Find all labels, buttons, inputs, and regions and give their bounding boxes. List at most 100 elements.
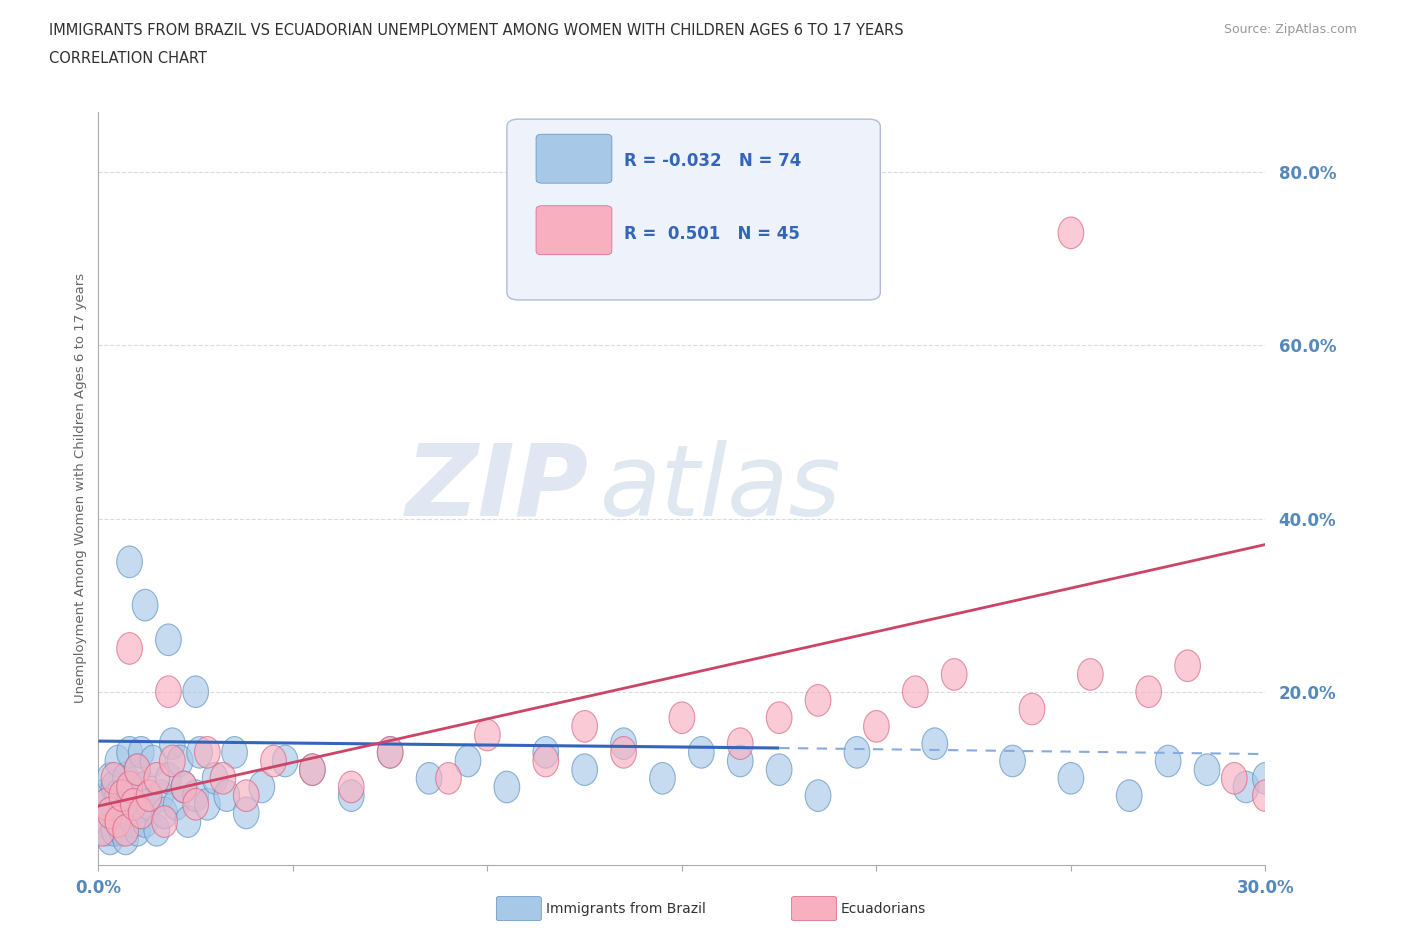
- Ellipse shape: [121, 805, 146, 837]
- Ellipse shape: [128, 797, 155, 829]
- Ellipse shape: [194, 737, 221, 768]
- Text: atlas: atlas: [600, 440, 842, 537]
- Ellipse shape: [1175, 650, 1201, 682]
- Ellipse shape: [260, 745, 287, 777]
- Ellipse shape: [101, 763, 127, 794]
- Ellipse shape: [152, 797, 177, 829]
- Ellipse shape: [339, 771, 364, 803]
- Ellipse shape: [650, 763, 675, 794]
- Ellipse shape: [806, 780, 831, 812]
- Ellipse shape: [1222, 763, 1247, 794]
- Ellipse shape: [233, 797, 259, 829]
- FancyBboxPatch shape: [536, 134, 612, 183]
- Text: Source: ZipAtlas.com: Source: ZipAtlas.com: [1223, 23, 1357, 36]
- Ellipse shape: [117, 546, 142, 578]
- Ellipse shape: [533, 737, 558, 768]
- Ellipse shape: [93, 815, 120, 846]
- Ellipse shape: [128, 797, 155, 829]
- Ellipse shape: [105, 745, 131, 777]
- Ellipse shape: [1156, 745, 1181, 777]
- Ellipse shape: [163, 789, 188, 820]
- Ellipse shape: [214, 780, 239, 812]
- Ellipse shape: [143, 815, 170, 846]
- Ellipse shape: [1059, 217, 1084, 248]
- Ellipse shape: [1253, 780, 1278, 812]
- Text: ZIP: ZIP: [405, 440, 589, 537]
- Ellipse shape: [416, 763, 441, 794]
- Ellipse shape: [125, 815, 150, 846]
- Ellipse shape: [97, 763, 122, 794]
- Ellipse shape: [766, 702, 792, 734]
- Text: R = -0.032   N = 74: R = -0.032 N = 74: [623, 152, 801, 169]
- Ellipse shape: [572, 754, 598, 786]
- Ellipse shape: [117, 771, 142, 803]
- Ellipse shape: [942, 658, 967, 690]
- FancyBboxPatch shape: [508, 119, 880, 300]
- Ellipse shape: [97, 797, 122, 829]
- Ellipse shape: [121, 771, 146, 803]
- Ellipse shape: [93, 789, 120, 820]
- Ellipse shape: [105, 805, 131, 837]
- Ellipse shape: [112, 797, 138, 829]
- Ellipse shape: [187, 737, 212, 768]
- Ellipse shape: [93, 789, 120, 820]
- Ellipse shape: [806, 684, 831, 716]
- Ellipse shape: [475, 719, 501, 751]
- Ellipse shape: [903, 676, 928, 708]
- Ellipse shape: [1233, 771, 1258, 803]
- Ellipse shape: [377, 737, 404, 768]
- Ellipse shape: [727, 745, 754, 777]
- Ellipse shape: [572, 711, 598, 742]
- Ellipse shape: [159, 728, 186, 760]
- Ellipse shape: [156, 763, 181, 794]
- Ellipse shape: [101, 771, 127, 803]
- Ellipse shape: [1019, 693, 1045, 724]
- Ellipse shape: [273, 745, 298, 777]
- Ellipse shape: [844, 737, 870, 768]
- Ellipse shape: [610, 737, 637, 768]
- Ellipse shape: [1194, 754, 1220, 786]
- Ellipse shape: [141, 745, 166, 777]
- Ellipse shape: [610, 728, 637, 760]
- Ellipse shape: [167, 745, 193, 777]
- Ellipse shape: [121, 789, 146, 820]
- Ellipse shape: [299, 754, 325, 786]
- Ellipse shape: [1059, 763, 1084, 794]
- Ellipse shape: [90, 780, 115, 812]
- Ellipse shape: [183, 676, 208, 708]
- Ellipse shape: [156, 676, 181, 708]
- Ellipse shape: [125, 754, 150, 786]
- Ellipse shape: [863, 711, 889, 742]
- Ellipse shape: [148, 780, 173, 812]
- Ellipse shape: [117, 632, 142, 664]
- Ellipse shape: [90, 815, 115, 846]
- Ellipse shape: [249, 771, 274, 803]
- Ellipse shape: [156, 624, 181, 656]
- Ellipse shape: [90, 805, 115, 837]
- Ellipse shape: [1077, 658, 1104, 690]
- Ellipse shape: [159, 745, 186, 777]
- Ellipse shape: [105, 780, 131, 812]
- Ellipse shape: [209, 763, 236, 794]
- Ellipse shape: [97, 823, 122, 855]
- Ellipse shape: [299, 754, 325, 786]
- Ellipse shape: [176, 805, 201, 837]
- Ellipse shape: [339, 780, 364, 812]
- Ellipse shape: [1000, 745, 1025, 777]
- Text: CORRELATION CHART: CORRELATION CHART: [49, 51, 207, 66]
- Text: IMMIGRANTS FROM BRAZIL VS ECUADORIAN UNEMPLOYMENT AMONG WOMEN WITH CHILDREN AGES: IMMIGRANTS FROM BRAZIL VS ECUADORIAN UNE…: [49, 23, 904, 38]
- Ellipse shape: [132, 590, 157, 621]
- FancyBboxPatch shape: [536, 206, 612, 255]
- Ellipse shape: [202, 763, 228, 794]
- Ellipse shape: [108, 780, 135, 812]
- Ellipse shape: [143, 763, 170, 794]
- Ellipse shape: [117, 780, 142, 812]
- Ellipse shape: [125, 754, 150, 786]
- Ellipse shape: [669, 702, 695, 734]
- Ellipse shape: [132, 805, 157, 837]
- Ellipse shape: [377, 737, 404, 768]
- Ellipse shape: [233, 780, 259, 812]
- Text: Immigrants from Brazil: Immigrants from Brazil: [546, 901, 706, 916]
- Ellipse shape: [1116, 780, 1142, 812]
- Ellipse shape: [194, 789, 221, 820]
